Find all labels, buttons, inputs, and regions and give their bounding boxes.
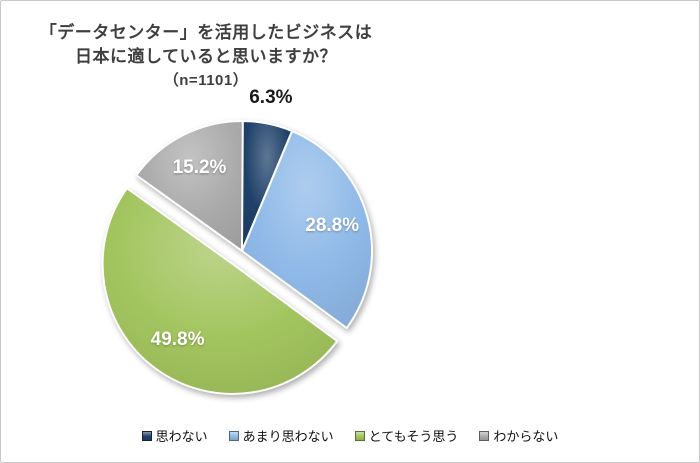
legend-swatch-icon	[479, 430, 490, 441]
legend-item-0: 思わない	[141, 426, 208, 445]
sample-size-label: （n=1101）	[163, 72, 249, 89]
pie-slice-1	[241, 130, 373, 330]
legend-label: 思わない	[155, 429, 208, 444]
legend-label: あまり思わない	[242, 429, 334, 444]
legend-swatch-icon	[354, 430, 365, 441]
slice-label-1: 28.8%	[305, 215, 360, 237]
pie-slice-2	[101, 187, 339, 395]
legend: 思わない あまり思わない とてもそう思う わからない	[1, 426, 699, 445]
chart-title: 「データセンター」を活用したビジネスは 日本に適していると思いますか？ （n=1…	[1, 21, 411, 93]
slice-label-2: 49.8%	[150, 328, 205, 350]
legend-swatch-icon	[141, 430, 152, 441]
legend-item-1: あまり思わない	[228, 426, 334, 445]
slice-label-3: 15.2%	[172, 156, 227, 178]
legend-swatch-icon	[228, 430, 239, 441]
chart-title-line1: 「データセンター」を活用したビジネスは	[39, 23, 373, 42]
legend-label: わからない	[493, 429, 559, 444]
pie-slice-3	[135, 120, 244, 252]
chart-title-line2: 日本に適していると思いますか？	[75, 47, 337, 66]
legend-label: とてもそう思う	[368, 429, 459, 444]
legend-item-3: わからない	[479, 426, 558, 445]
slice-label-0: 6.3%	[249, 86, 293, 108]
legend-item-2: とてもそう思う	[354, 426, 459, 445]
